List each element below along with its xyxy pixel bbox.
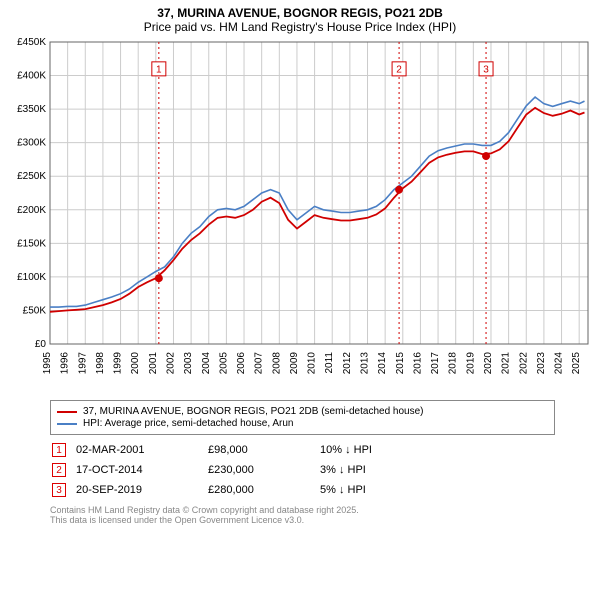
svg-text:2021: 2021 bbox=[501, 352, 512, 375]
markers-table: 1 02-MAR-2001£98,00010% ↓ HPI 2 17-OCT-2014… bbox=[50, 439, 382, 501]
marker-delta: 10% ↓ HPI bbox=[320, 441, 380, 459]
marker-date: 20-SEP-2019 bbox=[76, 481, 206, 499]
chart-title-area: 37, MURINA AVENUE, BOGNOR REGIS, PO21 2D… bbox=[0, 0, 600, 36]
svg-text:£200K: £200K bbox=[17, 205, 46, 216]
svg-text:2014: 2014 bbox=[377, 352, 388, 375]
chart-area: £0 £50K £100K £150K £200K £250K £300K £350K £400… bbox=[6, 36, 594, 396]
svg-text:2019: 2019 bbox=[465, 352, 476, 375]
svg-text:2013: 2013 bbox=[360, 352, 371, 375]
svg-text:£100K: £100K bbox=[17, 272, 46, 283]
svg-text:2012: 2012 bbox=[342, 352, 353, 375]
svg-text:2023: 2023 bbox=[536, 352, 547, 375]
marker-delta: 5% ↓ HPI bbox=[320, 481, 380, 499]
footer-line-1: Contains HM Land Registry data © Crown c… bbox=[50, 505, 555, 515]
svg-text:2: 2 bbox=[396, 64, 402, 75]
svg-text:£450K: £450K bbox=[17, 37, 46, 48]
price-marker-dot bbox=[482, 152, 490, 160]
svg-text:2008: 2008 bbox=[271, 352, 282, 375]
page-root: 37, MURINA AVENUE, BOGNOR REGIS, PO21 2D… bbox=[0, 0, 600, 590]
legend-label: HPI: Average price, semi-detached house,… bbox=[83, 418, 294, 429]
marker-row: 3 20-SEP-2019£280,0005% ↓ HPI bbox=[52, 481, 380, 499]
svg-text:2005: 2005 bbox=[218, 352, 229, 375]
svg-text:2016: 2016 bbox=[412, 352, 423, 375]
chart-title-main: 37, MURINA AVENUE, BOGNOR REGIS, PO21 2D… bbox=[0, 6, 600, 20]
svg-text:1997: 1997 bbox=[77, 352, 88, 375]
svg-text:2002: 2002 bbox=[165, 352, 176, 375]
marker-num-box: 1 bbox=[52, 443, 66, 457]
svg-text:2001: 2001 bbox=[148, 352, 159, 375]
marker-row: 1 02-MAR-2001£98,00010% ↓ HPI bbox=[52, 441, 380, 459]
legend-swatch bbox=[57, 411, 77, 413]
marker-num-box: 3 bbox=[52, 483, 66, 497]
svg-text:2006: 2006 bbox=[236, 352, 247, 375]
legend-row: 37, MURINA AVENUE, BOGNOR REGIS, PO21 2D… bbox=[57, 406, 548, 417]
svg-text:1999: 1999 bbox=[113, 352, 124, 375]
chart-svg: £0 £50K £100K £150K £200K £250K £300K £350K £400… bbox=[6, 36, 594, 396]
marker-row: 2 17-OCT-2014£230,0003% ↓ HPI bbox=[52, 461, 380, 479]
svg-text:£50K: £50K bbox=[23, 305, 47, 316]
marker-price: £98,000 bbox=[208, 441, 318, 459]
legend-label: 37, MURINA AVENUE, BOGNOR REGIS, PO21 2D… bbox=[83, 406, 424, 417]
marker-date: 17-OCT-2014 bbox=[76, 461, 206, 479]
svg-text:1996: 1996 bbox=[60, 352, 71, 375]
svg-text:2020: 2020 bbox=[483, 352, 494, 375]
svg-text:2022: 2022 bbox=[518, 352, 529, 375]
svg-text:£150K: £150K bbox=[17, 238, 46, 249]
marker-date: 02-MAR-2001 bbox=[76, 441, 206, 459]
svg-text:2007: 2007 bbox=[254, 352, 265, 375]
price-marker-dot bbox=[155, 274, 163, 282]
svg-text:£300K: £300K bbox=[17, 138, 46, 149]
hpi_line bbox=[50, 97, 585, 307]
svg-text:1998: 1998 bbox=[95, 352, 106, 375]
legend-swatch bbox=[57, 423, 77, 425]
svg-text:2004: 2004 bbox=[201, 352, 212, 375]
svg-text:2011: 2011 bbox=[324, 352, 335, 374]
svg-text:2000: 2000 bbox=[130, 352, 141, 375]
footer-text: Contains HM Land Registry data © Crown c… bbox=[50, 505, 555, 525]
svg-text:£250K: £250K bbox=[17, 171, 46, 182]
marker-num-box: 2 bbox=[52, 463, 66, 477]
svg-text:1: 1 bbox=[156, 64, 162, 75]
marker-price: £230,000 bbox=[208, 461, 318, 479]
svg-text:2009: 2009 bbox=[289, 352, 300, 375]
footer-line-2: This data is licensed under the Open Gov… bbox=[50, 515, 555, 525]
legend-row: HPI: Average price, semi-detached house,… bbox=[57, 418, 548, 429]
svg-text:2024: 2024 bbox=[554, 352, 565, 375]
svg-text:3: 3 bbox=[483, 64, 489, 75]
price-marker-dot bbox=[395, 186, 403, 194]
svg-text:2025: 2025 bbox=[571, 352, 582, 375]
svg-text:2003: 2003 bbox=[183, 352, 194, 375]
chart-title-sub: Price paid vs. HM Land Registry's House … bbox=[0, 20, 600, 34]
svg-text:2010: 2010 bbox=[307, 352, 318, 375]
marker-delta: 3% ↓ HPI bbox=[320, 461, 380, 479]
svg-text:£350K: £350K bbox=[17, 104, 46, 115]
marker-price: £280,000 bbox=[208, 481, 318, 499]
svg-text:£0: £0 bbox=[35, 339, 47, 350]
svg-text:1995: 1995 bbox=[42, 352, 53, 375]
svg-text:2015: 2015 bbox=[395, 352, 406, 375]
svg-text:2017: 2017 bbox=[430, 352, 441, 375]
legend-box: 37, MURINA AVENUE, BOGNOR REGIS, PO21 2D… bbox=[50, 400, 555, 435]
svg-text:2018: 2018 bbox=[448, 352, 459, 375]
svg-text:£400K: £400K bbox=[17, 71, 46, 82]
